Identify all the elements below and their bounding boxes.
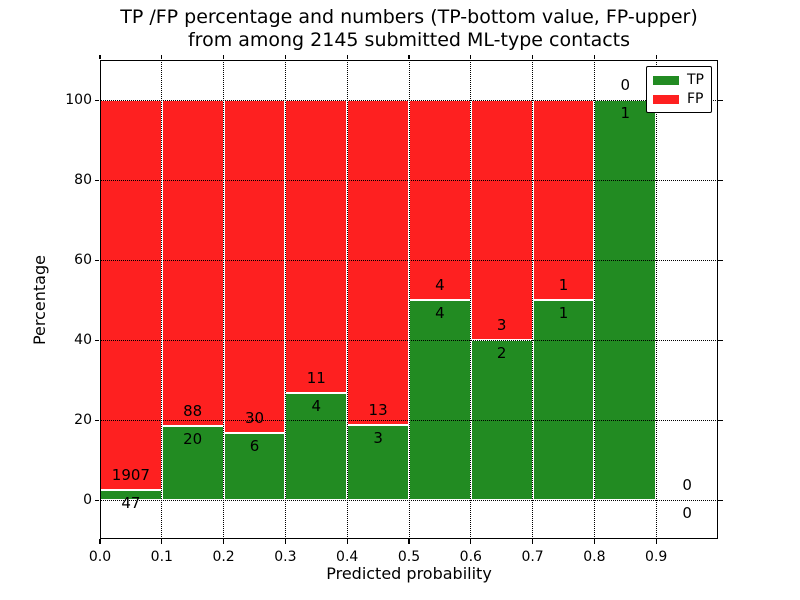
x-tick-label: 0.2: [212, 549, 235, 565]
x-tick-label: 0.3: [274, 549, 297, 565]
y-tick-right: [718, 419, 723, 421]
tp-count-label: 20: [183, 429, 203, 448]
gridline-vertical: [346, 60, 348, 539]
y-tick-label: 0: [83, 492, 92, 508]
y-tick-label: 40: [74, 332, 92, 348]
tp-count-label: 2: [496, 344, 507, 362]
x-tick-top: [593, 54, 595, 59]
tp-count-label: 3: [373, 429, 383, 447]
x-tick-top: [284, 54, 286, 59]
gridline-vertical: [284, 60, 286, 539]
tp-count-label: 47: [121, 494, 141, 513]
x-tick-top: [99, 54, 101, 59]
bar-segment-fp: [285, 100, 348, 394]
y-tick-left: [94, 259, 99, 261]
x-tick-bottom: [161, 539, 163, 544]
x-tick-label: 0.9: [645, 549, 668, 565]
y-tick-left: [94, 179, 99, 181]
bar-segment-fp: [347, 100, 409, 425]
bar-segment-fp: [409, 100, 471, 300]
chart-title-line1: TP /FP percentage and numbers (TP-bottom…: [120, 6, 698, 28]
tp-count-label: 4: [311, 397, 322, 416]
x-axis-label: Predicted probability: [326, 564, 492, 583]
bar-segment-fp: [161, 100, 224, 426]
gridline-vertical: [655, 60, 657, 539]
fp-count-label: 0: [682, 476, 692, 494]
bar-segment-fp: [223, 100, 286, 434]
tp-count-label: 0: [682, 504, 692, 522]
x-tick-label: 0.4: [336, 549, 359, 565]
x-tick-bottom: [346, 539, 348, 544]
y-tick-label: 60: [74, 252, 92, 268]
x-tick-bottom: [532, 539, 534, 544]
bar-segment-fp: [100, 100, 162, 491]
gridline-vertical: [161, 60, 163, 539]
x-tick-bottom: [593, 539, 595, 544]
fp-count-label: 0: [620, 76, 631, 94]
tp-count-label: 4: [435, 304, 445, 322]
bar-segment-tp: [532, 300, 595, 500]
y-tick-label: 20: [74, 412, 92, 428]
x-tick-label: 0.0: [88, 549, 112, 565]
gridline-vertical: [408, 60, 410, 539]
fp-count-label: 3: [496, 316, 507, 334]
x-tick-top: [161, 54, 163, 59]
plot-area: 1907 47 88 20 30 6 11 4 13 3 4 4 3 2 1 1 0 1 0 0 0 20 40 60 80 10…: [65, 54, 723, 565]
x-tick-bottom: [470, 539, 472, 544]
x-tick-bottom: [223, 539, 225, 544]
y-tick-left: [94, 99, 99, 101]
x-tick-bottom: [408, 539, 410, 544]
fp-count-label: 88: [183, 401, 203, 420]
fp-count-label: 1907: [111, 466, 150, 485]
chart-title: TP /FP percentage and numbers (TP-bottom…: [100, 6, 718, 51]
x-tick-top: [408, 54, 410, 59]
bar-segment-tp: [409, 300, 471, 500]
y-tick-label: 80: [74, 172, 92, 188]
x-tick-bottom: [655, 539, 657, 544]
y-tick-left: [94, 419, 99, 421]
x-tick-label: 0.8: [583, 549, 606, 565]
fp-count-label: 30: [244, 409, 265, 428]
gridline-vertical: [470, 60, 472, 539]
x-tick-top: [655, 54, 657, 59]
gridline-vertical: [223, 60, 225, 539]
fp-count-label: 13: [368, 401, 388, 419]
x-tick-label: 0.6: [459, 549, 482, 565]
bar-segment-tp: [347, 425, 409, 500]
y-tick-right: [718, 499, 723, 501]
chart-title-line2: from among 2145 submitted ML-type contac…: [187, 28, 631, 51]
y-tick-right: [718, 339, 723, 341]
tp-count-label: 1: [558, 304, 569, 322]
x-tick-label: 0.7: [521, 549, 544, 565]
fp-count-label: 11: [306, 369, 326, 388]
y-tick-left: [94, 499, 99, 501]
y-tick-right: [718, 179, 723, 181]
x-tick-label: 0.1: [150, 549, 173, 565]
y-tick-right: [718, 99, 723, 101]
x-tick-top: [346, 54, 348, 59]
gridline-vertical: [532, 60, 534, 539]
bar-segment-fp: [470, 100, 533, 340]
y-tick-label: 100: [65, 92, 92, 108]
tp-count-label: 6: [249, 437, 260, 456]
x-tick-top: [470, 54, 472, 59]
y-tick-left: [94, 339, 99, 341]
y-tick-right: [718, 259, 723, 261]
x-tick-label: 0.5: [397, 549, 421, 565]
fp-count-label: 1: [558, 276, 569, 294]
x-tick-bottom: [284, 539, 286, 544]
gridline-vertical: [593, 60, 595, 539]
fp-count-label: 4: [435, 276, 445, 294]
tp-count-label: 1: [620, 104, 631, 122]
bar-segment-fp: [532, 100, 595, 300]
bar-segment-tp: [594, 100, 657, 500]
x-tick-bottom: [99, 539, 101, 544]
x-tick-top: [223, 54, 225, 59]
x-tick-top: [532, 54, 534, 59]
